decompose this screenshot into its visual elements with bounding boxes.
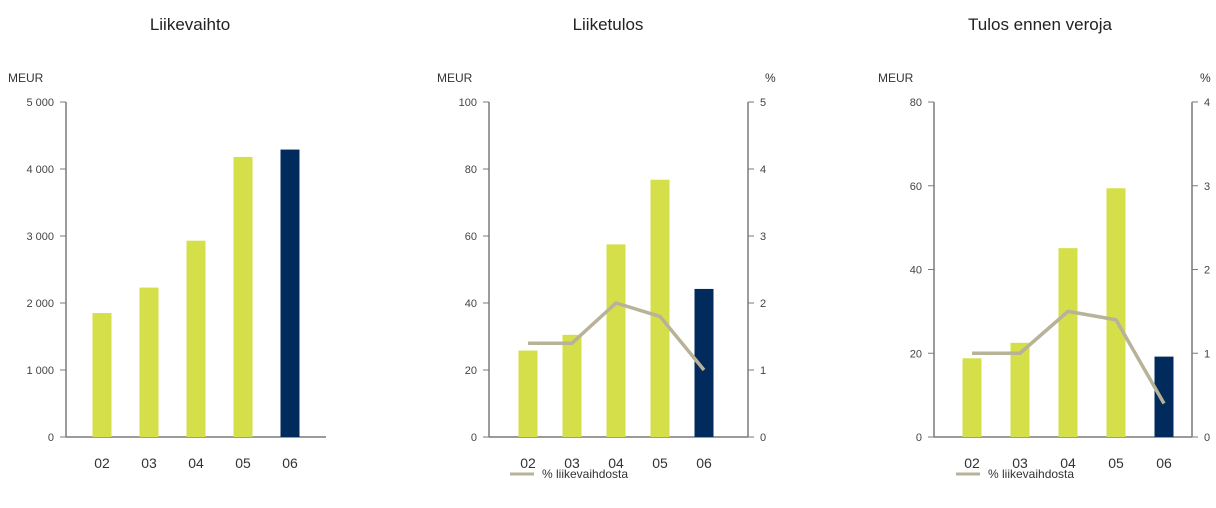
x-tick-label: 04	[1060, 455, 1076, 471]
y-tick-label: 80	[910, 97, 922, 109]
y-axis-unit: MEUR	[437, 71, 473, 85]
x-tick-label: 02	[964, 455, 980, 471]
y-axis-unit: MEUR	[878, 71, 914, 85]
line-path	[528, 301, 706, 372]
y2-tick-label: 3	[1204, 181, 1210, 193]
x-axis: 02 03 04 05 06	[964, 455, 1172, 471]
x-tick-label: 02	[520, 455, 536, 471]
y-tick-label: 4 000	[26, 164, 54, 176]
legend: % liikevaihdosta	[956, 467, 1074, 481]
y2-tick-label: 1	[760, 365, 766, 377]
y-tick-label: 3 000	[26, 231, 54, 243]
bar	[650, 179, 670, 437]
y-tick-label: 60	[910, 181, 922, 193]
y2-axis: 0 1 2 3 4	[1191, 97, 1210, 444]
bar	[92, 313, 112, 437]
y2-tick-label: 5	[760, 97, 766, 109]
chart-title: Tulos ennen veroja	[968, 15, 1113, 34]
chart-title: Liikevaihto	[150, 15, 230, 34]
y-tick-label: 2 000	[26, 298, 54, 310]
x-axis: 02 03 04 05 06	[520, 455, 712, 471]
y-axis: 0 1 000 2 000 3 000 4 000 5 000	[26, 97, 326, 444]
bar	[962, 358, 982, 437]
y-tick-label: 40	[910, 265, 922, 277]
y-tick-label: 20	[910, 348, 922, 360]
y-axis: 0 20 40 60 80	[910, 97, 1192, 444]
x-tick-label: 03	[1012, 455, 1028, 471]
y2-axis-unit: %	[765, 71, 776, 85]
legend-label: % liikevaihdosta	[542, 467, 628, 481]
bar	[562, 334, 582, 437]
y2-axis-unit: %	[1200, 71, 1211, 85]
y2-tick-label: 1	[1204, 348, 1210, 360]
x-tick-label: 05	[652, 455, 668, 471]
x-tick-label: 06	[696, 455, 712, 471]
bar	[1058, 248, 1078, 437]
y-tick-label: 100	[459, 97, 477, 109]
bar	[518, 350, 538, 437]
y2-tick-label: 3	[760, 231, 766, 243]
x-tick-label: 04	[188, 455, 204, 471]
x-tick-label: 02	[94, 455, 110, 471]
bars	[92, 149, 300, 437]
chart-liikevaihto: Liikevaihto MEUR 0 1 000 2 000 3 000 4 000 5 …	[8, 15, 326, 471]
bars	[962, 188, 1174, 437]
legend: % liikevaihdosta	[510, 467, 628, 481]
x-tick-label: 05	[235, 455, 251, 471]
legend-label: % liikevaihdosta	[988, 467, 1074, 481]
y2-tick-label: 4	[1204, 97, 1210, 109]
y-tick-label: 40	[465, 298, 477, 310]
chart-title: Liiketulos	[573, 15, 644, 34]
bar	[1106, 188, 1126, 437]
bar	[280, 149, 300, 437]
y-tick-label: 0	[916, 432, 922, 444]
x-tick-label: 05	[1108, 455, 1124, 471]
y-tick-label: 0	[471, 432, 477, 444]
y2-tick-label: 4	[760, 164, 766, 176]
y-tick-label: 5 000	[26, 97, 54, 109]
line-series	[972, 309, 1166, 405]
y2-axis: 0 1 2 3 4 5	[747, 97, 766, 444]
bar	[1154, 356, 1174, 437]
y-tick-label: 80	[465, 164, 477, 176]
y-axis-unit: MEUR	[8, 71, 44, 85]
y2-tick-label: 0	[760, 432, 766, 444]
y-tick-label: 20	[465, 365, 477, 377]
y2-tick-label: 2	[760, 298, 766, 310]
line-series	[528, 301, 706, 372]
bar	[186, 240, 206, 437]
x-tick-label: 03	[564, 455, 580, 471]
bar	[606, 244, 626, 437]
bar	[694, 288, 714, 437]
x-tick-label: 06	[1156, 455, 1172, 471]
y-tick-label: 0	[48, 432, 54, 444]
y-tick-label: 1 000	[26, 365, 54, 377]
x-tick-label: 04	[608, 455, 624, 471]
y2-tick-label: 2	[1204, 265, 1210, 277]
x-tick-label: 06	[282, 455, 298, 471]
bar	[233, 156, 253, 437]
bars	[518, 179, 714, 437]
x-tick-label: 03	[141, 455, 157, 471]
line-path	[972, 309, 1166, 405]
y-tick-label: 60	[465, 231, 477, 243]
x-axis: 02 03 04 05 06	[94, 455, 298, 471]
y2-tick-label: 0	[1204, 432, 1210, 444]
bar	[139, 287, 159, 437]
bar	[1010, 342, 1030, 437]
